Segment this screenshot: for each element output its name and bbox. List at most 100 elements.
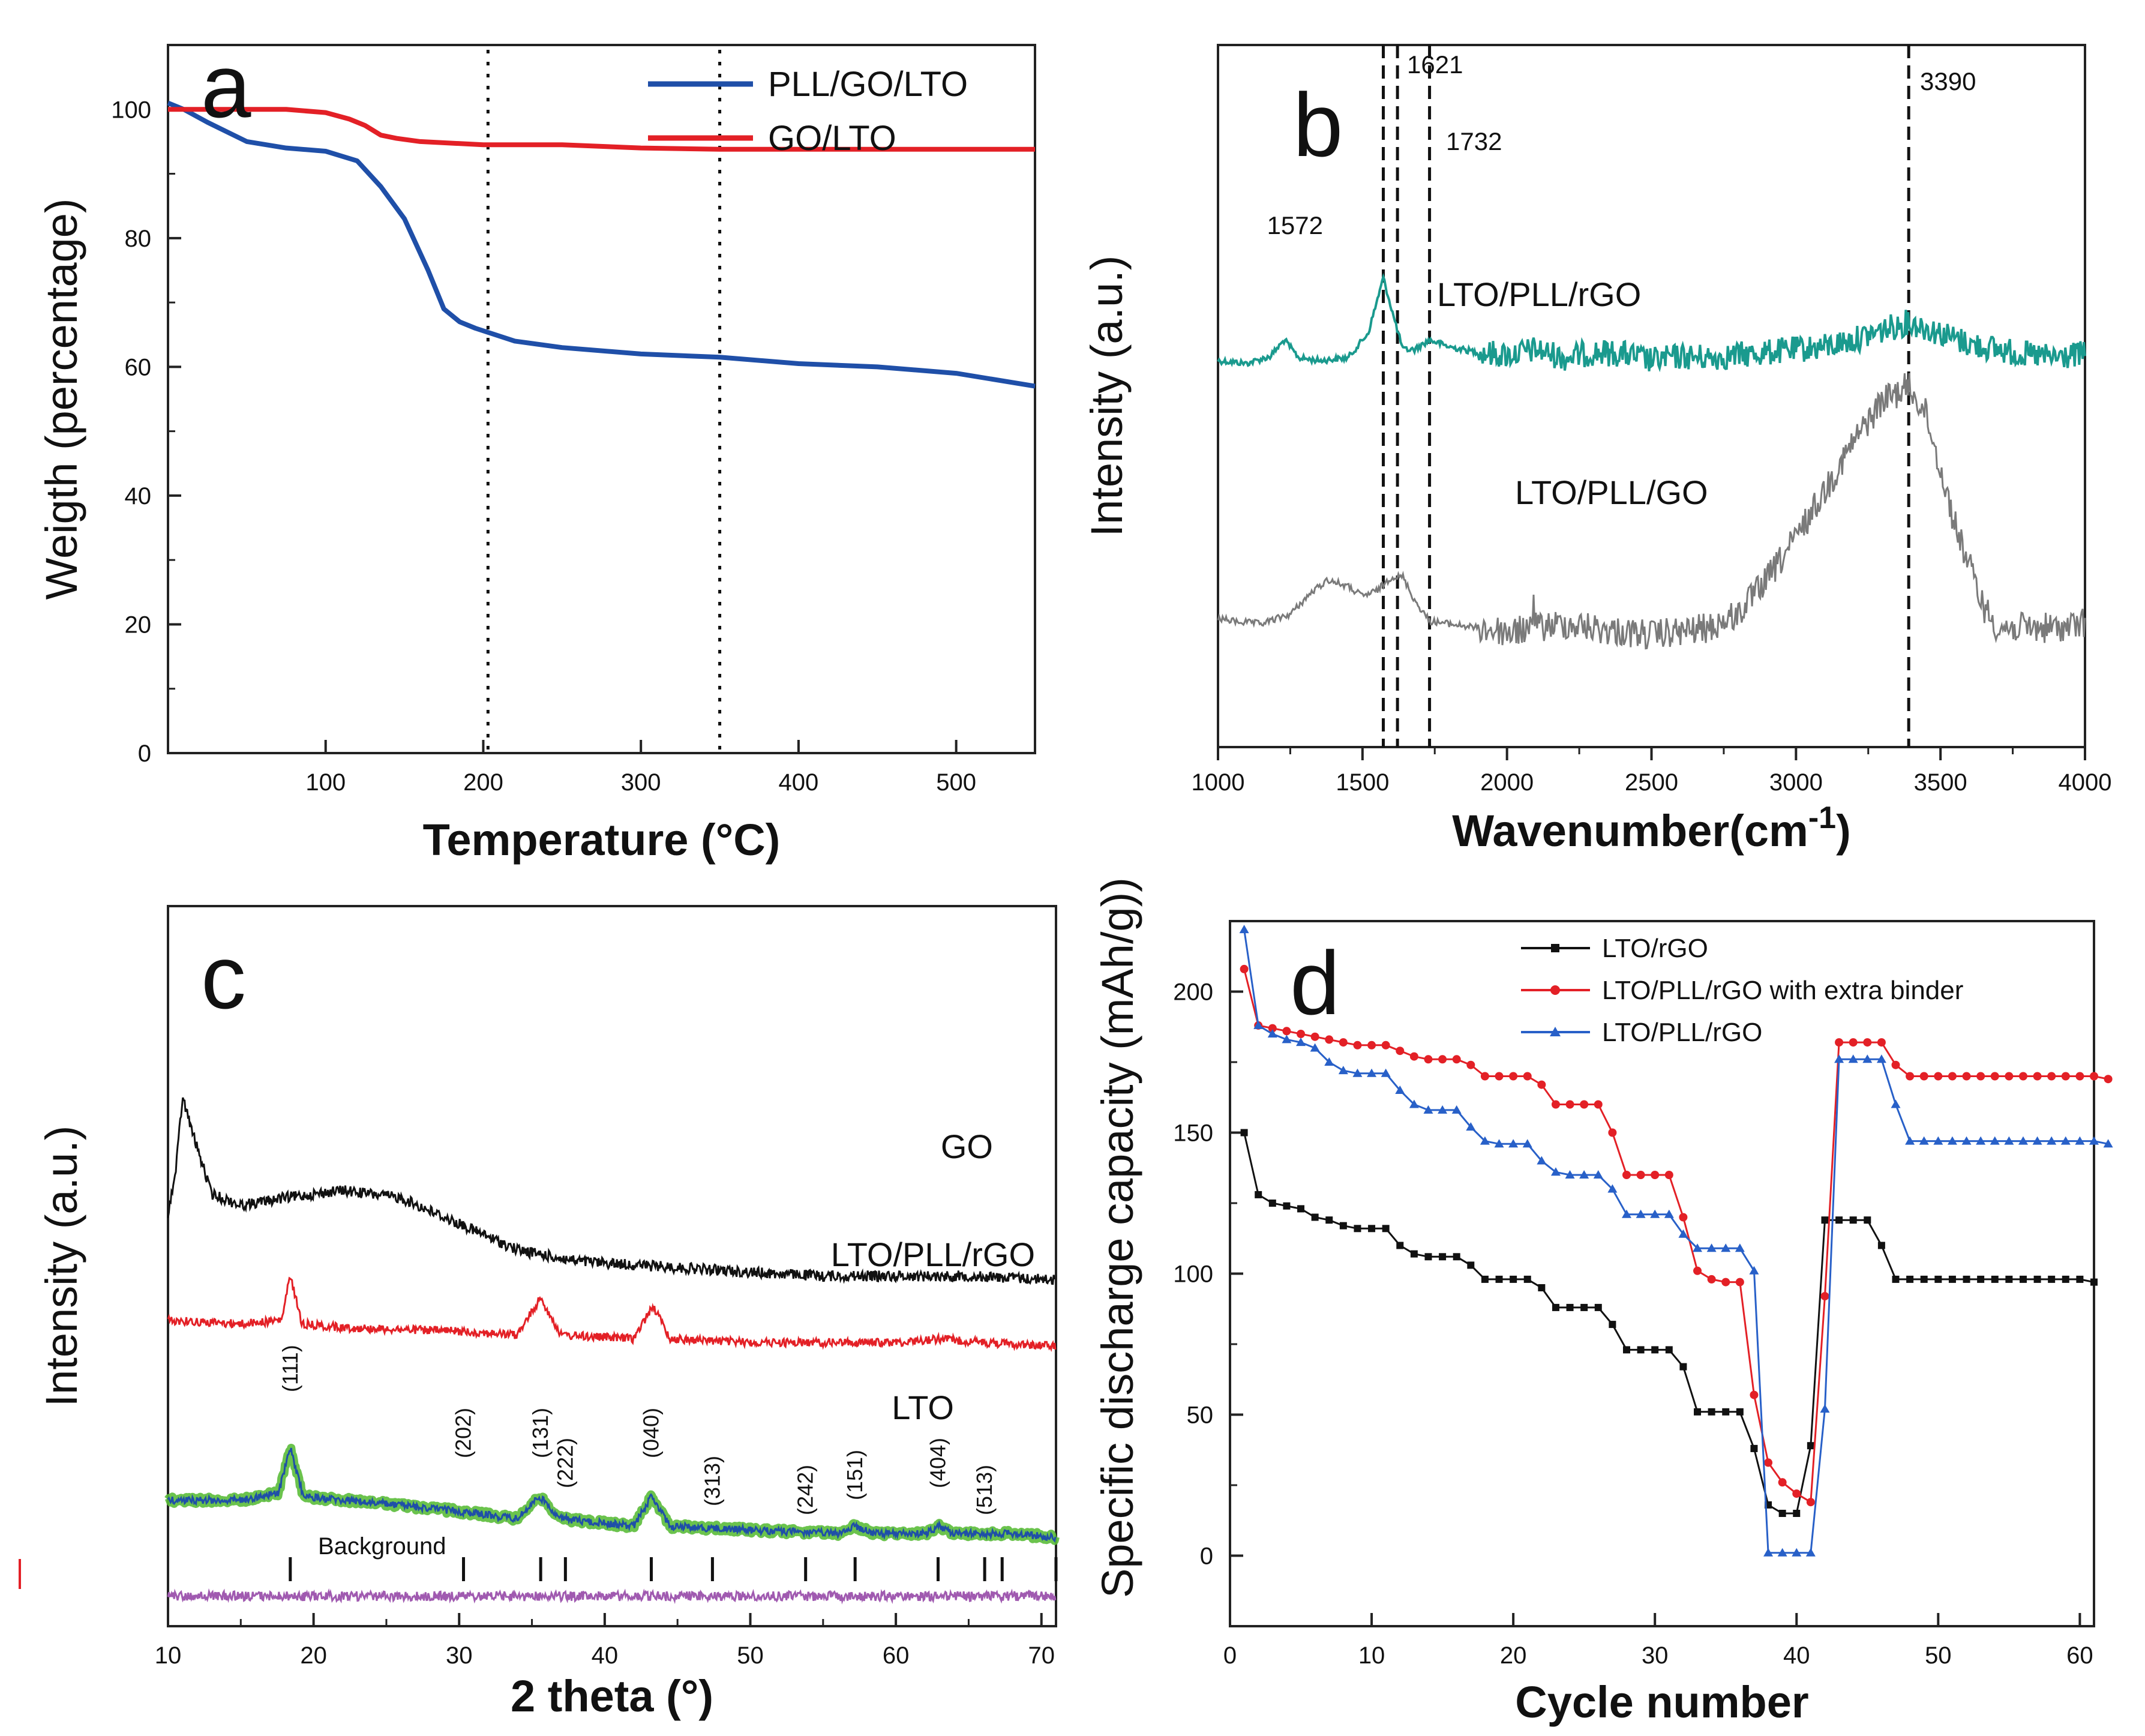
panel-d-point bbox=[1763, 1548, 1774, 1557]
panel-d-chart: 0 10 20 30 40 50 60 0 50 100 150 200 LTO/rGO LTO/PLL/… bbox=[1093, 877, 2113, 1727]
panel-b-x-tick-label: 3000 bbox=[1769, 769, 1823, 796]
panel-d-point bbox=[1636, 1171, 1645, 1179]
panel-d-point bbox=[1721, 1278, 1730, 1287]
panel-d-point bbox=[1311, 1213, 1319, 1221]
panel-d-point bbox=[1353, 1041, 1362, 1050]
panel-c-curve-label: Background bbox=[318, 1533, 446, 1560]
panel-d-point bbox=[1976, 1072, 1985, 1081]
panel-d-point bbox=[1807, 1442, 1814, 1450]
panel-d-point bbox=[1651, 1171, 1660, 1179]
panel-d-point bbox=[2033, 1275, 2041, 1283]
panel-d-point bbox=[1721, 1243, 1731, 1252]
panel-d-x-tick-label: 40 bbox=[1783, 1642, 1810, 1669]
panel-a-legend-label: GO/LTO bbox=[768, 119, 896, 158]
panel-c-reflection-label: (131) bbox=[528, 1408, 553, 1458]
panel-c-curve-label: LTO/PLL/rGO bbox=[831, 1236, 1035, 1273]
panel-d-y-tick-label: 200 bbox=[1173, 979, 1213, 1006]
panel-c-x-tick-label: 10 bbox=[155, 1642, 182, 1669]
panel-c-chart: 10 20 30 40 50 60 70 (111) (202) (131)(222) (040) (… bbox=[19, 905, 1060, 1721]
panel-b-peak-label: 3390 bbox=[1920, 67, 1976, 95]
panel-d-point bbox=[1538, 1284, 1546, 1291]
panel-d-point bbox=[1580, 1100, 1589, 1109]
panel-a-x-tick-label: 400 bbox=[779, 769, 819, 796]
panel-d-point bbox=[1325, 1035, 1334, 1044]
panel-d-point bbox=[2060, 1136, 2071, 1145]
panel-d-point bbox=[2005, 1275, 2013, 1283]
panel-d-point bbox=[1480, 1136, 1490, 1145]
panel-d-point bbox=[1948, 1275, 1956, 1283]
panel-d-point bbox=[1593, 1170, 1603, 1179]
panel-b-x-tick-label: 3500 bbox=[1914, 769, 1967, 796]
panel-d-point bbox=[1580, 1303, 1588, 1311]
panel-d-point bbox=[1352, 1068, 1363, 1077]
panel-d-point bbox=[1438, 1055, 1447, 1064]
panel-d-point bbox=[1863, 1038, 1872, 1047]
panel-b-letter: b bbox=[1293, 74, 1343, 175]
panel-c-x-tick-label: 60 bbox=[883, 1642, 910, 1669]
panel-d-point bbox=[1367, 1041, 1376, 1050]
panel-d-point bbox=[1976, 1136, 1986, 1145]
panel-d-point bbox=[1509, 1072, 1518, 1081]
panel-d-x-tick-label: 60 bbox=[2066, 1642, 2093, 1669]
panel-d-point bbox=[1255, 1191, 1262, 1198]
panel-d-point bbox=[1679, 1213, 1688, 1222]
panel-d-point bbox=[2032, 1136, 2042, 1145]
panel-c-x-tick-label: 70 bbox=[1028, 1642, 1055, 1669]
panel-d-point bbox=[1594, 1303, 1602, 1311]
panel-d-point bbox=[1962, 1072, 1971, 1081]
panel-b-peak-label: 1621 bbox=[1407, 50, 1463, 79]
panel-d-point bbox=[1579, 1170, 1589, 1179]
panel-d-point bbox=[1310, 1032, 1319, 1041]
panel-d-point bbox=[1906, 1072, 1915, 1081]
panel-d-point bbox=[1622, 1171, 1631, 1179]
panel-d-point bbox=[1609, 1321, 1616, 1329]
panel-d-point bbox=[1990, 1136, 2000, 1145]
panel-d-point bbox=[1508, 1139, 1519, 1148]
panel-b-chart: 1000 1500 2000 2500 3000 3500 4000 1572 1621 1732… bbox=[1082, 44, 2111, 856]
panel-b-peak-label: 1572 bbox=[1267, 211, 1323, 239]
panel-d-legend-label: LTO/PLL/rGO with extra binder bbox=[1602, 976, 1963, 1005]
panel-d-point bbox=[1849, 1038, 1858, 1047]
panel-d-point bbox=[1550, 1167, 1561, 1176]
panel-c-series-lto bbox=[167, 1447, 1057, 1543]
panel-d-point bbox=[1637, 1346, 1645, 1354]
panel-d-point bbox=[1523, 1275, 1531, 1283]
panel-d-point bbox=[1664, 1171, 1673, 1179]
panel-d-point bbox=[1608, 1128, 1617, 1137]
panel-d-point bbox=[2062, 1275, 2069, 1283]
panel-d-point bbox=[1325, 1216, 1333, 1224]
panel-b-x-tick-label: 1000 bbox=[1192, 769, 1245, 796]
panel-d-point bbox=[2048, 1275, 2056, 1283]
panel-d-point bbox=[1693, 1266, 1702, 1275]
panel-d-x-axis-title: Cycle number bbox=[1515, 1677, 1808, 1727]
panel-d-point bbox=[1664, 1209, 1674, 1218]
panel-c-reflection-label: (242) bbox=[793, 1465, 818, 1515]
panel-d-x-tick-label: 50 bbox=[1925, 1642, 1952, 1669]
panel-d-point bbox=[1354, 1225, 1361, 1233]
panel-b-x-tick-label: 2000 bbox=[1480, 769, 1534, 796]
panel-d-point bbox=[1735, 1278, 1744, 1287]
panel-d-point bbox=[1537, 1080, 1546, 1089]
panel-a-y-tick-label: 60 bbox=[125, 354, 152, 380]
panel-d-legend-marker bbox=[1551, 944, 1559, 952]
panel-d-point bbox=[2075, 1072, 2084, 1081]
panel-d-letter: d bbox=[1290, 933, 1340, 1033]
panel-b-peak-label: 1732 bbox=[1446, 127, 1502, 155]
panel-d-point bbox=[1268, 1024, 1277, 1033]
panel-b-plot-frame bbox=[1217, 44, 2086, 748]
panel-d-y-axis-title: Specific discharge capacity (mAh/g)) bbox=[1093, 877, 1142, 1598]
panel-c-reflection-label: (313) bbox=[700, 1456, 724, 1506]
panel-c-reflection-label: (222) bbox=[553, 1438, 577, 1488]
panel-c-x-axis-title: 2 theta (°) bbox=[511, 1671, 713, 1721]
panel-d-point bbox=[2018, 1072, 2027, 1081]
panel-d-point bbox=[1594, 1100, 1603, 1109]
panel-d-series-lto-pll-rgo-extra-binder bbox=[1243, 969, 2108, 1504]
panel-a-y-tick-label: 100 bbox=[111, 97, 151, 123]
panel-a-chart: 100 200 300 400 500 0 20 40 60 80 100 PLL/GO/LTO GO/… bbox=[37, 35, 1036, 865]
panel-d-point bbox=[1706, 1243, 1717, 1252]
panel-b-x-axis-title-end: ) bbox=[1836, 806, 1851, 856]
panel-d-point bbox=[1381, 1068, 1391, 1077]
panel-d-y-tick-label: 100 bbox=[1173, 1261, 1213, 1288]
panel-a-y-tick-label: 80 bbox=[125, 226, 152, 252]
panel-b-x-tick-label: 2500 bbox=[1625, 769, 1678, 796]
